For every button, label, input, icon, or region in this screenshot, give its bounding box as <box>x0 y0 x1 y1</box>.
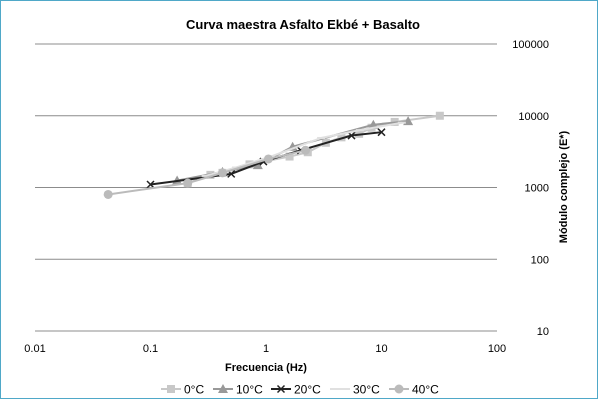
legend-label: 30°C <box>353 383 380 397</box>
gridlines <box>35 43 497 332</box>
data-point <box>337 133 346 142</box>
data-point <box>217 168 227 178</box>
legend-item: 30°C <box>330 383 380 397</box>
y-tick-label: 10000 <box>518 111 549 123</box>
series-group <box>103 111 444 199</box>
y-tick-label: 10 <box>537 326 549 338</box>
legend-marker <box>218 384 228 393</box>
data-point <box>146 180 155 189</box>
legend-item: 40°C <box>389 383 439 397</box>
data-point <box>263 154 273 164</box>
legend-label: 20°C <box>294 383 321 397</box>
legend-label: 10°C <box>236 383 263 397</box>
x-tick-label: 0.1 <box>143 343 158 355</box>
y-tick-label: 100 <box>531 254 549 266</box>
legend-label: 40°C <box>412 383 439 397</box>
data-point <box>377 128 386 137</box>
data-point <box>183 178 193 188</box>
legend-item: 20°C <box>271 383 321 397</box>
series-4 <box>103 145 311 199</box>
x-tick-label: 0.01 <box>24 343 45 355</box>
data-point <box>285 152 294 161</box>
legend-marker <box>276 384 286 394</box>
series-line <box>205 121 403 177</box>
legend-marker <box>167 385 175 393</box>
chart-title: Curva maestra Asfalto Ekbé + Basalto <box>186 17 420 32</box>
legend: 0°C 10°C 20°C 30°C 40°C <box>161 383 439 397</box>
legend-marker <box>394 384 404 394</box>
x-axis-label: Frecuencia (Hz) <box>225 362 307 374</box>
x-tick-label: 1 <box>263 343 269 355</box>
data-point <box>103 189 113 199</box>
x-tick-label: 10 <box>375 343 387 355</box>
y-tick-label: 100000 <box>512 39 549 51</box>
legend-item: 0°C <box>161 383 204 397</box>
y-tick-labels: 10 100 1000 10000 100000 <box>512 39 549 338</box>
x-tick-labels: 0.01 0.1 1 10 100 <box>24 343 506 355</box>
y-axis-label: Módulo complejo (E*) <box>558 130 570 243</box>
legend-item: 10°C <box>213 383 263 397</box>
y-tick-label: 1000 <box>525 183 549 195</box>
legend-label: 0°C <box>184 383 204 397</box>
x-tick-label: 100 <box>488 343 506 355</box>
data-point <box>435 111 444 120</box>
data-point <box>301 145 311 155</box>
